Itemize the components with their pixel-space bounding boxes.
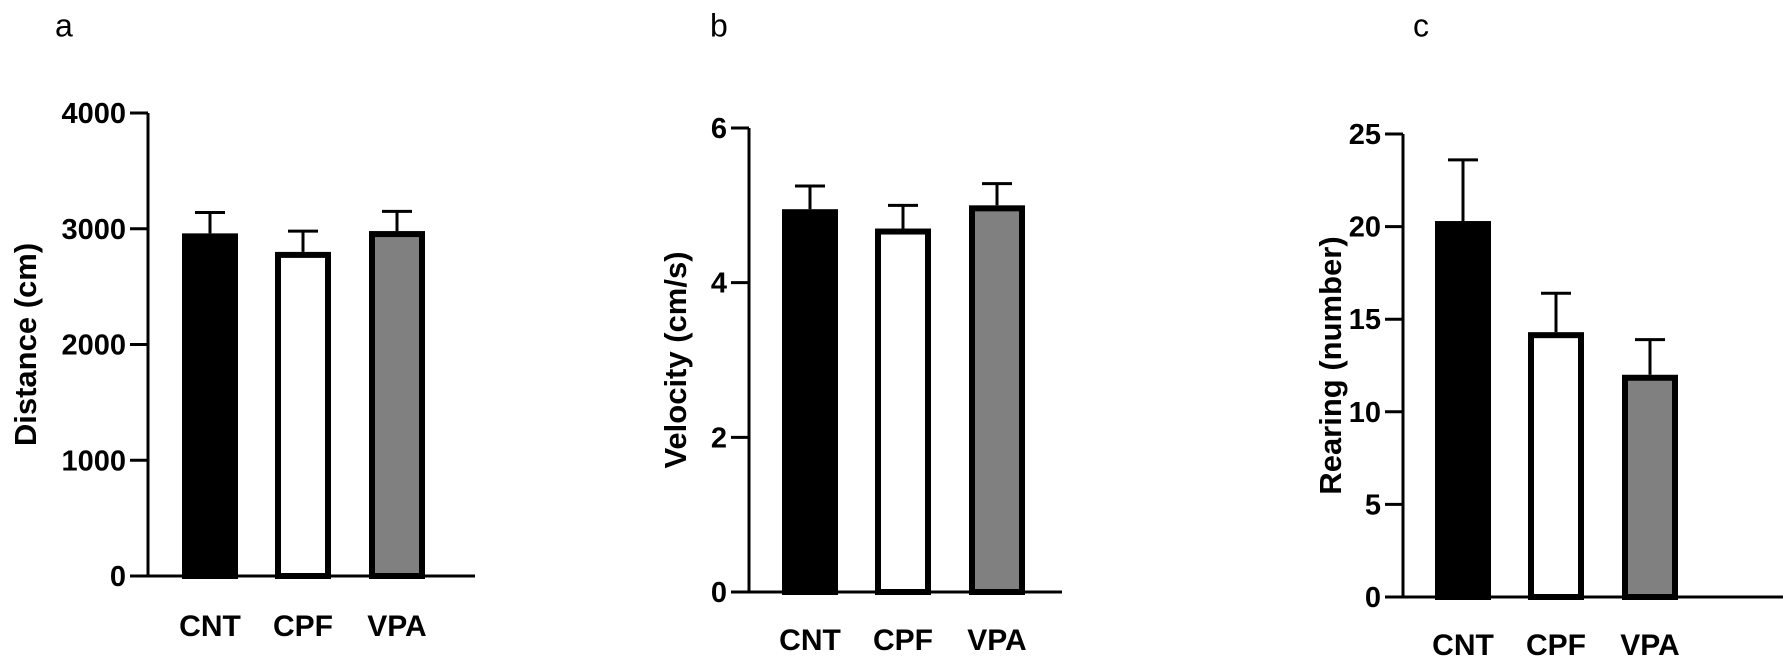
y-tick-label: 20 [1349, 212, 1381, 244]
bar-vpa [369, 231, 425, 579]
y-tick-label: 5 [1365, 489, 1381, 521]
y-tick-label: 0 [1365, 582, 1381, 614]
y-tick-label: 15 [1349, 304, 1381, 336]
bar-cpf [275, 251, 331, 579]
panel-letter: a [55, 7, 73, 43]
y-axis-title: Velocity (cm/s) [658, 251, 693, 468]
y-tick-label: 0 [711, 577, 727, 609]
y-tick-label: 25 [1349, 119, 1381, 151]
y-tick-label: 6 [711, 113, 727, 145]
bar-cnt [1435, 221, 1491, 600]
chart-panel-a: a CNT CPF VPA 0 1000 2000 3000 4000 Distance (cm) [8, 7, 475, 643]
bar-cpf [875, 228, 931, 596]
bar-cpf [1528, 332, 1584, 600]
x-tick-label: VPA [1620, 629, 1679, 656]
x-tick-label: CNT [179, 610, 241, 643]
x-tick-label: VPA [967, 624, 1026, 656]
chart-panel-b: b CNT CPF VPA 0 2 4 6 Velocity (cm/s) [658, 7, 1062, 656]
bar-cnt [182, 233, 238, 579]
y-axis-title: Distance (cm) [8, 243, 43, 446]
panel-letter: c [1413, 7, 1429, 43]
chart-panel-c: c CNT CPF VPA 0 5 10 15 20 25 Rearing (number) [1313, 7, 1783, 656]
y-tick-label: 3000 [61, 214, 126, 246]
x-tick-label: VPA [367, 610, 426, 643]
bar-vpa [1622, 374, 1678, 601]
bar-cnt [782, 209, 838, 595]
y-tick-label: 2 [711, 422, 727, 454]
x-tick-label: CNT [1432, 629, 1494, 656]
y-axis-title: Rearing (number) [1313, 236, 1348, 494]
y-tick-label: 1000 [61, 445, 126, 477]
y-tick-label: 4 [711, 268, 727, 300]
x-tick-label: CPF [1526, 629, 1586, 656]
y-tick-label: 4000 [61, 98, 126, 130]
x-tick-label: CPF [873, 624, 933, 656]
y-tick-label: 0 [110, 561, 126, 593]
x-tick-label: CNT [779, 624, 841, 656]
y-tick-label: 10 [1349, 397, 1381, 429]
y-tick-label: 2000 [61, 330, 126, 362]
panel-letter: b [710, 7, 728, 43]
bar-vpa [969, 205, 1025, 595]
x-tick-label: CPF [273, 610, 333, 643]
